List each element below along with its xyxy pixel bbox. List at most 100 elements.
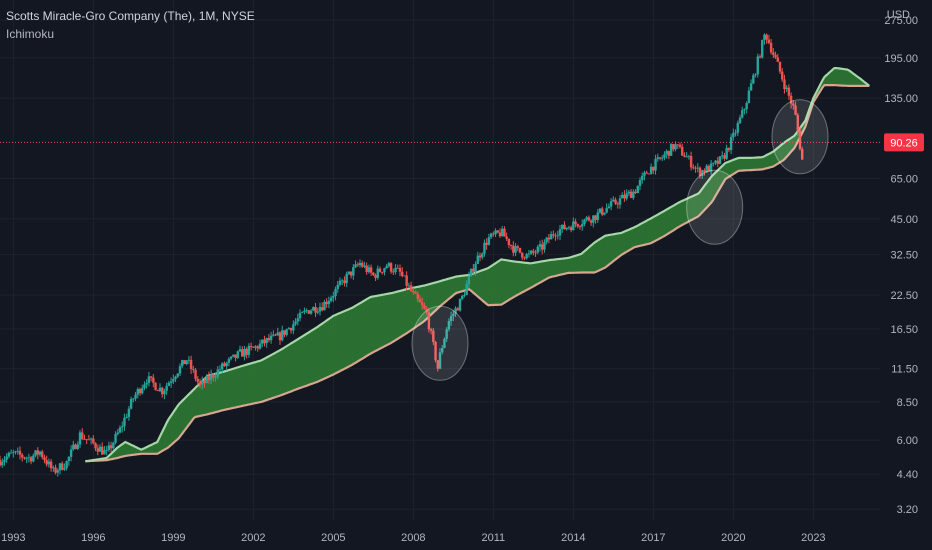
candle-body[interactable] (627, 191, 631, 194)
candle-body[interactable] (516, 246, 519, 248)
candle-body[interactable] (347, 271, 351, 274)
candle-body[interactable] (649, 166, 653, 174)
candle-body[interactable] (465, 284, 468, 296)
candle-body[interactable] (7, 452, 11, 457)
candle-body[interactable] (278, 332, 282, 341)
candle-body[interactable] (209, 374, 213, 381)
candle-body[interactable] (645, 172, 648, 174)
candle-body[interactable] (401, 271, 404, 276)
candle-body[interactable] (249, 345, 253, 347)
candle-body[interactable] (714, 160, 717, 163)
candle-body[interactable] (605, 208, 608, 213)
candle-body[interactable] (361, 262, 364, 267)
candle-body[interactable] (583, 219, 586, 225)
candle-body[interactable] (569, 227, 573, 231)
candle-body[interactable] (241, 349, 244, 357)
candle-body[interactable] (189, 359, 193, 370)
candle-body[interactable] (598, 208, 602, 213)
candle-body[interactable] (429, 329, 433, 331)
candle-body[interactable] (358, 262, 362, 266)
candle-body[interactable] (236, 351, 239, 358)
chart-title[interactable]: Scotts Miracle-Gro Company (The), 1M, NY… (6, 9, 255, 23)
candle-body[interactable] (752, 75, 755, 84)
candle-body[interactable] (543, 242, 546, 250)
candle-body[interactable] (525, 254, 528, 259)
highlight-circle[interactable] (771, 99, 829, 175)
candle-body[interactable] (698, 167, 702, 176)
candle-body[interactable] (489, 233, 493, 238)
candle-body[interactable] (3, 459, 6, 463)
candle-body[interactable] (785, 87, 788, 90)
candle-body[interactable] (1, 462, 4, 466)
candle-body[interactable] (652, 166, 655, 171)
candle-body[interactable] (578, 226, 582, 228)
candle-body[interactable] (787, 87, 791, 96)
candle-body[interactable] (756, 56, 759, 75)
candle-body[interactable] (252, 346, 255, 348)
candle-body[interactable] (518, 247, 522, 253)
candle-body[interactable] (485, 242, 488, 245)
candle-body[interactable] (783, 79, 786, 90)
candle-body[interactable] (549, 234, 553, 240)
candle-body[interactable] (118, 427, 122, 433)
candle-body[interactable] (581, 224, 584, 227)
candle-body[interactable] (558, 229, 562, 236)
candle-body[interactable] (178, 366, 182, 374)
candle-body[interactable] (743, 109, 746, 111)
candle-body[interactable] (678, 144, 682, 147)
candle-body[interactable] (143, 384, 146, 389)
candle-body[interactable] (458, 298, 462, 311)
candle-body[interactable] (436, 360, 439, 369)
candle-body[interactable] (463, 295, 466, 296)
candle-body[interactable] (763, 34, 766, 40)
candle-body[interactable] (156, 390, 159, 392)
candle-body[interactable] (381, 272, 384, 273)
candle-body[interactable] (281, 330, 284, 341)
candle-body[interactable] (294, 321, 297, 325)
candle-body[interactable] (23, 457, 26, 459)
candle-body[interactable] (352, 267, 355, 276)
senkou-span-b-line[interactable] (85, 84, 870, 463)
candle-body[interactable] (349, 271, 353, 276)
candle-body[interactable] (687, 156, 691, 157)
candle-body[interactable] (138, 389, 142, 394)
candle-body[interactable] (185, 360, 188, 365)
candle-body[interactable] (701, 170, 704, 176)
candle-body[interactable] (541, 244, 544, 250)
candle-body[interactable] (154, 382, 157, 391)
candle-body[interactable] (65, 461, 68, 469)
candle-body[interactable] (301, 312, 304, 313)
candle-body[interactable] (72, 444, 75, 450)
candle-body[interactable] (145, 382, 148, 385)
candle-body[interactable] (734, 132, 737, 134)
candle-body[interactable] (112, 442, 115, 449)
candle-body[interactable] (769, 42, 773, 53)
candle-body[interactable] (556, 235, 559, 237)
candle-body[interactable] (789, 95, 793, 104)
candle-body[interactable] (623, 194, 626, 199)
candle-body[interactable] (641, 175, 644, 181)
candle-body[interactable] (85, 439, 88, 440)
candle-body[interactable] (745, 103, 748, 110)
candle-body[interactable] (345, 273, 348, 284)
candle-body[interactable] (443, 338, 446, 348)
candle-body[interactable] (247, 345, 251, 355)
highlight-circle[interactable] (686, 169, 744, 245)
candle-body[interactable] (207, 375, 211, 381)
candle-body[interactable] (29, 457, 33, 462)
candle-body[interactable] (572, 221, 575, 231)
candle-body[interactable] (523, 257, 526, 259)
candle-body[interactable] (214, 376, 217, 378)
candle-body[interactable] (661, 157, 664, 159)
candle-body[interactable] (94, 443, 97, 449)
candle-body[interactable] (34, 450, 37, 456)
candle-body[interactable] (423, 305, 426, 309)
candle-body[interactable] (421, 302, 424, 306)
candle-body[interactable] (192, 369, 195, 370)
candle-body[interactable] (716, 160, 719, 164)
candle-body[interactable] (712, 162, 715, 164)
candle-body[interactable] (487, 237, 491, 245)
candle-body[interactable] (289, 328, 293, 331)
candle-body[interactable] (103, 450, 106, 455)
candle-body[interactable] (172, 379, 175, 382)
